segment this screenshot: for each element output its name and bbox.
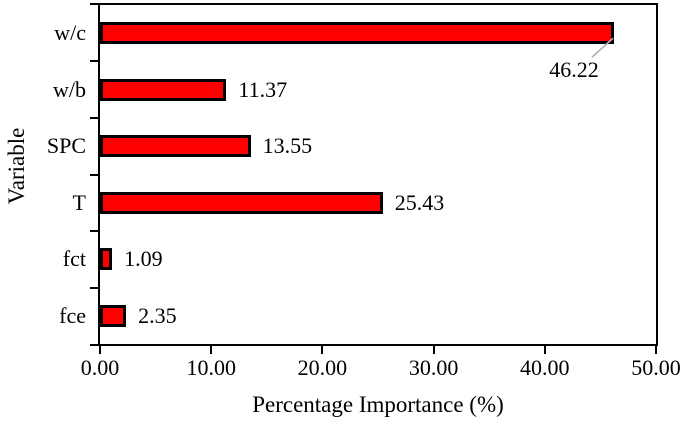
y-tick	[90, 173, 98, 176]
x-tick	[210, 346, 213, 354]
y-tick	[90, 344, 98, 346]
bar-fce	[100, 304, 127, 327]
y-tick	[90, 287, 98, 290]
x-tick-label: 50.00	[631, 355, 681, 380]
category-label: w/b	[53, 76, 86, 102]
x-tick	[432, 346, 435, 354]
value-label: 13.55	[262, 133, 313, 159]
bar-w-c	[100, 22, 614, 45]
value-label: 46.22	[549, 57, 599, 83]
x-tick-label: 0.00	[80, 355, 120, 380]
category-label: T	[72, 189, 86, 215]
category-label: SPC	[46, 133, 86, 159]
y-tick	[90, 230, 98, 233]
x-tick-label: 40.00	[520, 355, 570, 380]
x-tick	[543, 346, 546, 354]
value-label: 11.37	[238, 76, 288, 102]
bar-w-b	[100, 78, 227, 101]
y-tick	[90, 116, 98, 119]
value-label: 2.35	[138, 302, 177, 328]
category-label: fce	[59, 302, 86, 328]
value-label: 25.43	[394, 189, 445, 215]
x-axis-title: Percentage Importance (%)	[252, 392, 504, 417]
value-label: 1.09	[124, 246, 163, 272]
bar-spc	[100, 135, 251, 158]
category-label: fct	[62, 246, 86, 272]
x-tick	[655, 346, 657, 354]
y-tick	[90, 3, 98, 5]
x-tick-label: 10.00	[186, 355, 236, 380]
x-tick-label: 20.00	[297, 355, 348, 380]
x-tick	[321, 346, 324, 354]
plot-area	[98, 3, 658, 346]
x-tick-label: 30.00	[408, 355, 459, 380]
bar-fct	[100, 248, 113, 271]
bar-t	[100, 191, 383, 214]
category-label: w/c	[54, 20, 86, 46]
x-tick	[99, 346, 101, 354]
y-tick	[90, 59, 98, 62]
